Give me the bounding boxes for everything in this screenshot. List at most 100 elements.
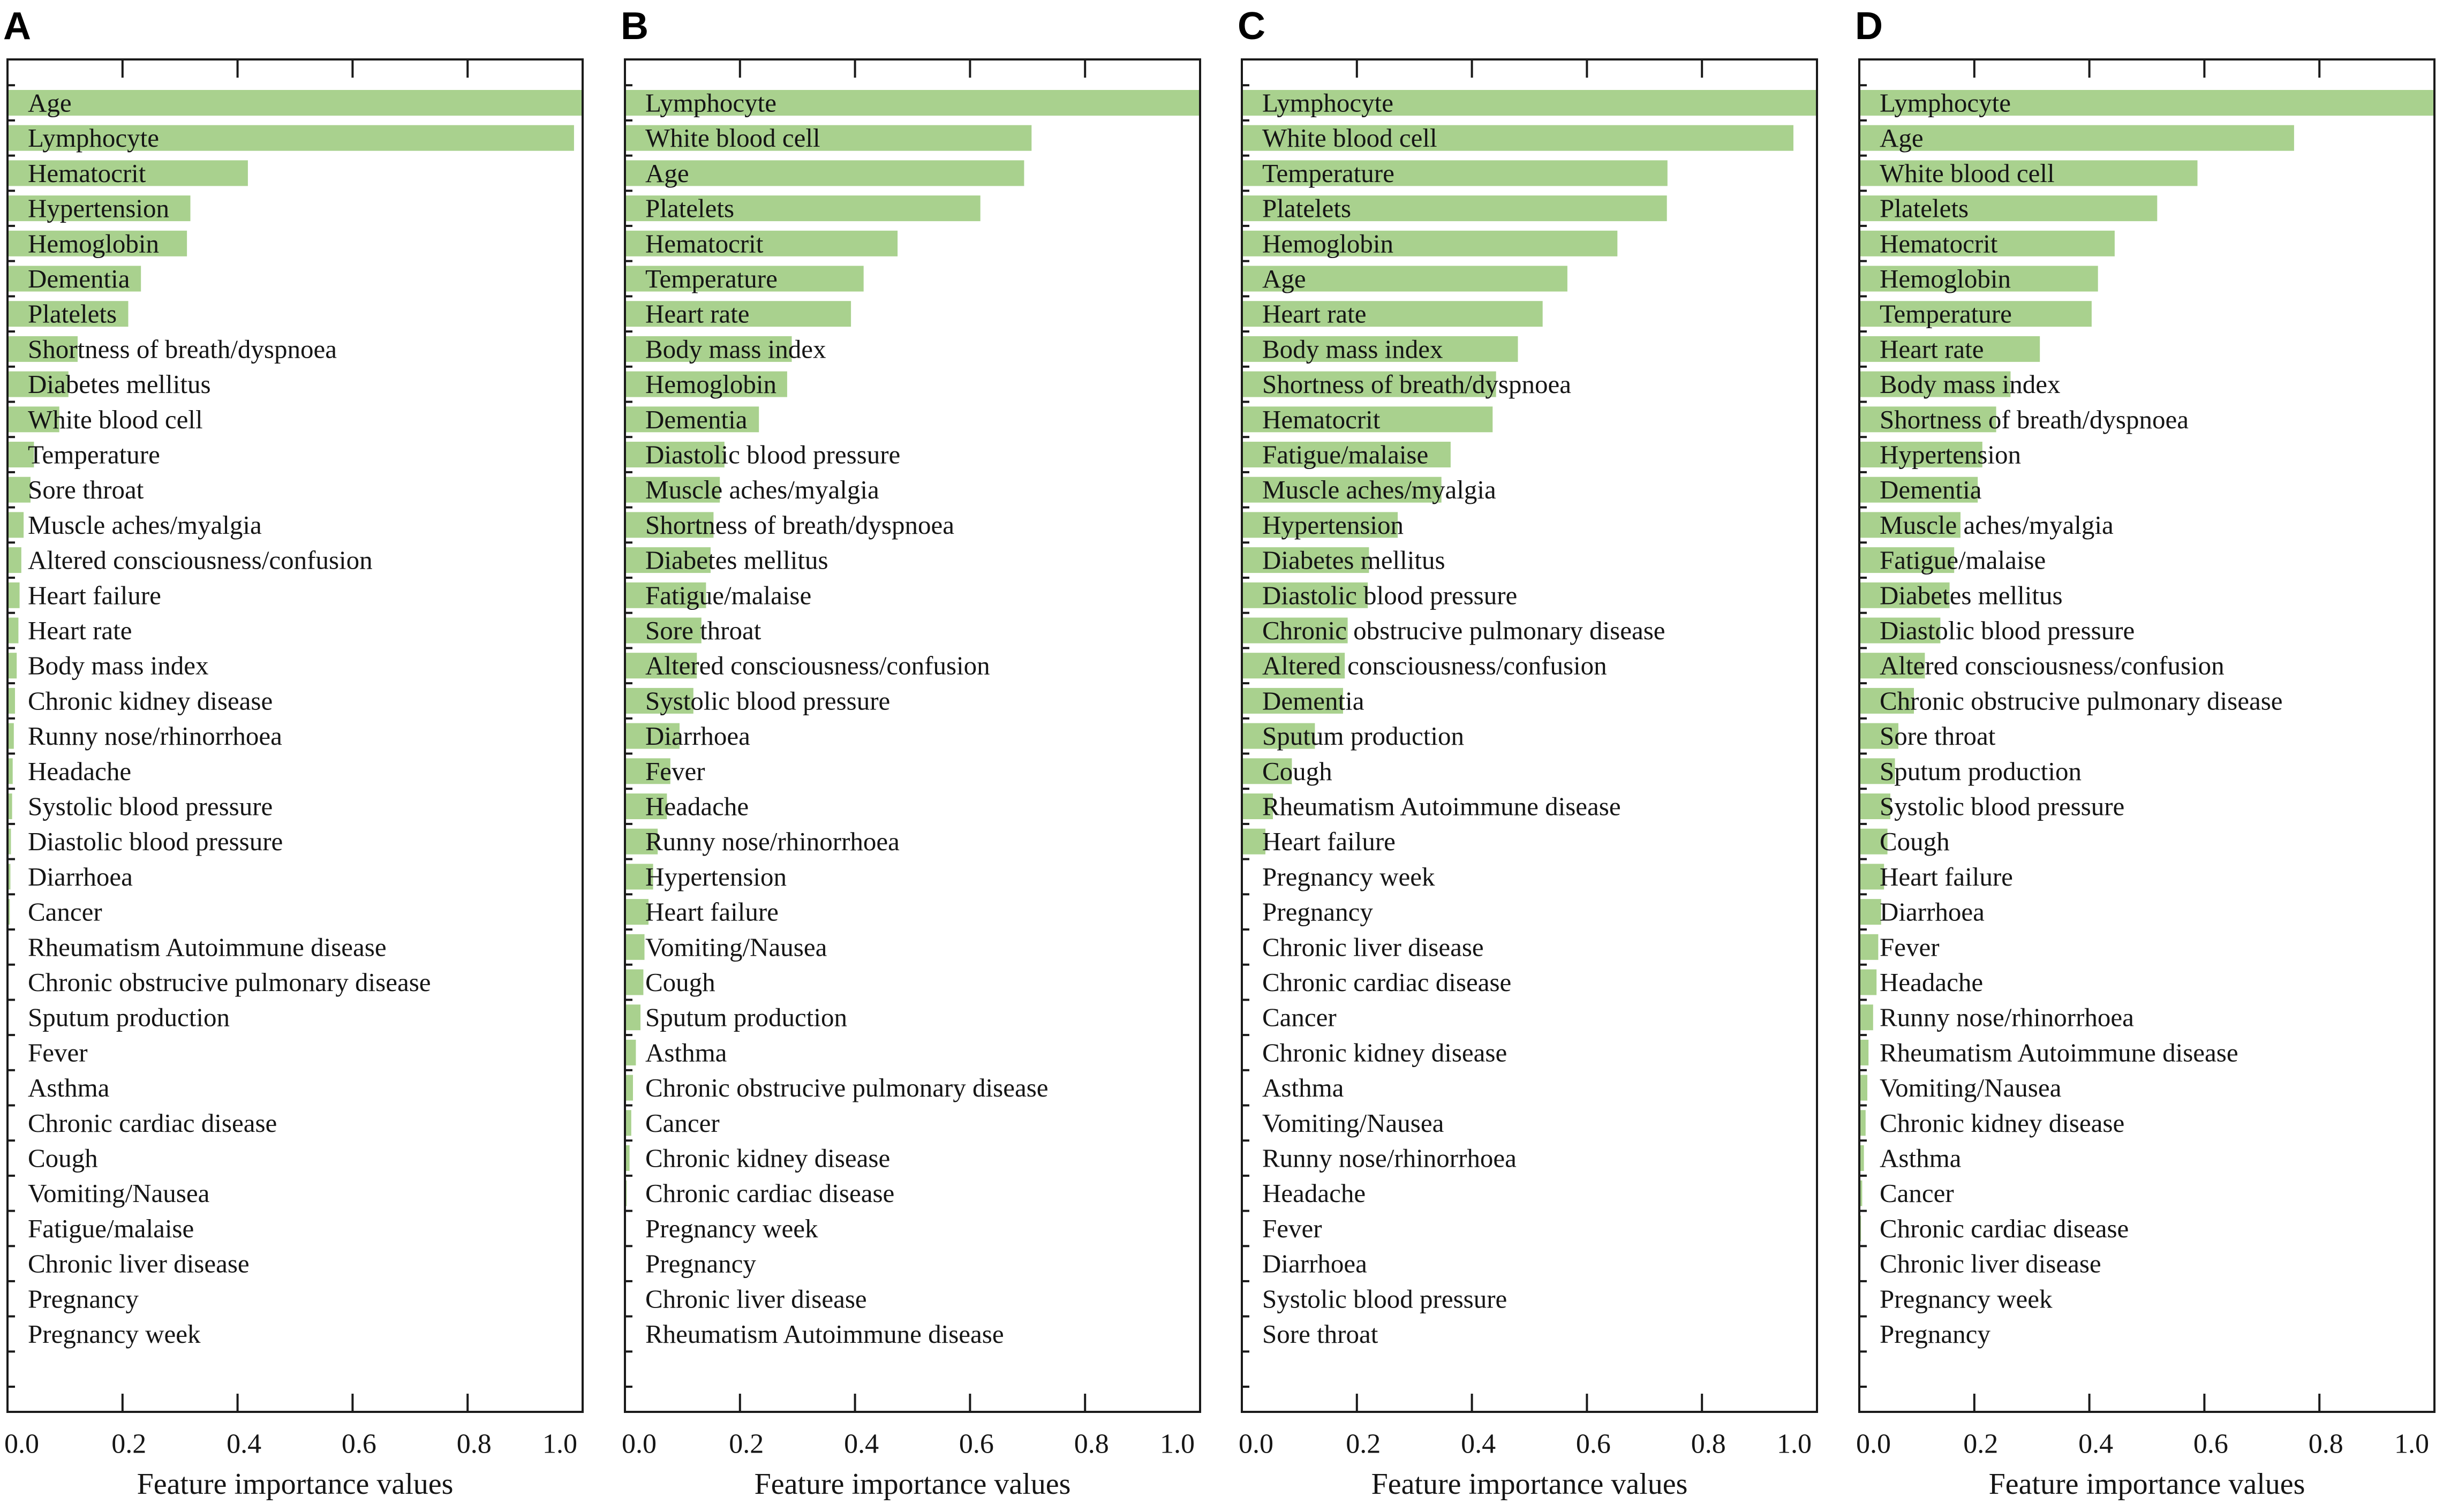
bar [1859,899,1881,925]
x-tick-label: 0.0 [1239,1429,1273,1460]
category-label: Muscle aches/myalgia [1880,510,2114,540]
bar [7,301,129,327]
category-label: Lymphocyte [645,88,776,118]
bar [1242,582,1368,608]
bar [7,793,12,819]
y-axis-ticks [7,84,15,1388]
chart-panel-b: B Lymphocyte White blood cell Age Platelets H… [621,5,1201,1501]
category-label: Vomiting/Nausea [1262,1108,1444,1138]
category-label: Fever [1880,932,1940,962]
category-labels: Lymphocyte White blood cell Age Platelets He… [645,88,1049,1349]
bar [625,653,697,679]
bar [1242,758,1292,784]
bar [1242,230,1618,256]
category-label: Rheumatism Autoimmune disease [645,1319,1004,1349]
x-axis-title: Feature importance values [1371,1468,1688,1501]
bar [7,406,59,433]
category-label: Headache [1880,967,1983,997]
category-label: Cough [1262,757,1332,786]
x-tick-label: 0.6 [1576,1429,1611,1460]
bar [7,125,574,151]
x-tick-label: 1.0 [2394,1429,2429,1460]
bar-series [1242,90,1817,855]
bar [1859,230,2115,256]
bar [7,477,31,503]
bar [625,758,670,784]
category-label: Sputum production [645,1003,847,1032]
category-label: Platelets [1880,194,1969,223]
bar [7,582,20,608]
category-label: Chronic kidney disease [645,1144,890,1173]
bar [1859,512,1961,538]
category-label: Hypertension [645,862,787,891]
bar-series [625,90,1200,1277]
bar [7,442,34,467]
bar [625,899,649,925]
category-label: Diastolic blood pressure [1262,580,1517,610]
plot-frame [1241,58,1818,1413]
bar [1859,653,1925,679]
category-label: Chronic liver disease [645,1284,867,1313]
category-label: Pregnancy [28,1284,139,1313]
x-tick-label: 0.2 [1346,1429,1381,1460]
plot-frame [1858,58,2436,1413]
category-label: Systolic blood pressure [28,792,273,821]
category-label: Heart failure [645,897,779,927]
category-label: Pregnancy week [645,1214,818,1243]
bar [625,687,693,714]
bar [1242,266,1567,292]
bar [625,828,658,855]
category-label: Pregnancy [1262,897,1373,927]
category-label: Diastolic blood pressure [1880,616,2135,645]
bar [625,195,981,222]
bar [1242,512,1398,538]
bar [7,828,11,855]
category-label: Systolic blood pressure [1880,792,2124,821]
bar [7,90,583,116]
category-label: Cancer [645,1108,720,1138]
category-label: Chronic liver disease [1880,1249,2101,1279]
y-axis-ticks [625,84,632,1388]
x-tick-label: 0.8 [2309,1429,2343,1460]
bar [7,266,141,292]
category-label: Diarrhoea [28,862,133,891]
bar [7,723,14,749]
panel-label: D [1855,5,1883,48]
category-label: Altered consciousness/confusion [28,546,373,575]
category-label: Chronic cardiac disease [645,1178,894,1208]
category-label: Altered consciousness/confusion [1880,651,2225,681]
category-label: Sputum production [1262,721,1464,751]
category-label: Cancer [1880,1178,1954,1208]
bar [1242,90,1817,116]
category-label: Diabetes mellitus [645,546,828,575]
bar [1859,477,1978,503]
bar [625,336,792,362]
bar [1859,864,1884,890]
category-label: Diastolic blood pressure [28,827,283,856]
category-label: Diastolic blood pressure [645,440,900,470]
bar [1859,1180,1863,1206]
category-label: Hypertension [1880,440,2021,470]
bar-series [1859,90,2434,1312]
category-label: Chronic liver disease [28,1249,250,1279]
category-labels: Lymphocyte Age White blood cell Platelets He… [1880,88,2283,1349]
bar [1859,160,2198,186]
category-label: Lymphocyte [1262,88,1393,118]
x-tick-label: 0.4 [1461,1429,1496,1460]
panel-label: C [1238,5,1265,48]
category-label: Age [28,88,72,118]
x-axis: 0.0 0.2 0.4 0.6 0.8 1.0 [1239,59,1812,1460]
category-label: Vomiting/Nausea [645,932,827,962]
bar [625,301,851,327]
category-label: Cough [645,967,715,997]
category-label: Diarrhoea [645,721,750,751]
bar [625,1110,631,1136]
bar [1242,301,1543,327]
category-label: Body mass index [645,334,826,364]
x-axis: 0.0 0.2 0.4 0.6 0.8 1.0 [622,59,1195,1460]
category-label: Sputum production [1880,757,2082,786]
category-label: Pregnancy week [1262,862,1435,891]
bar [625,266,864,292]
category-label: Hemoglobin [645,369,776,399]
